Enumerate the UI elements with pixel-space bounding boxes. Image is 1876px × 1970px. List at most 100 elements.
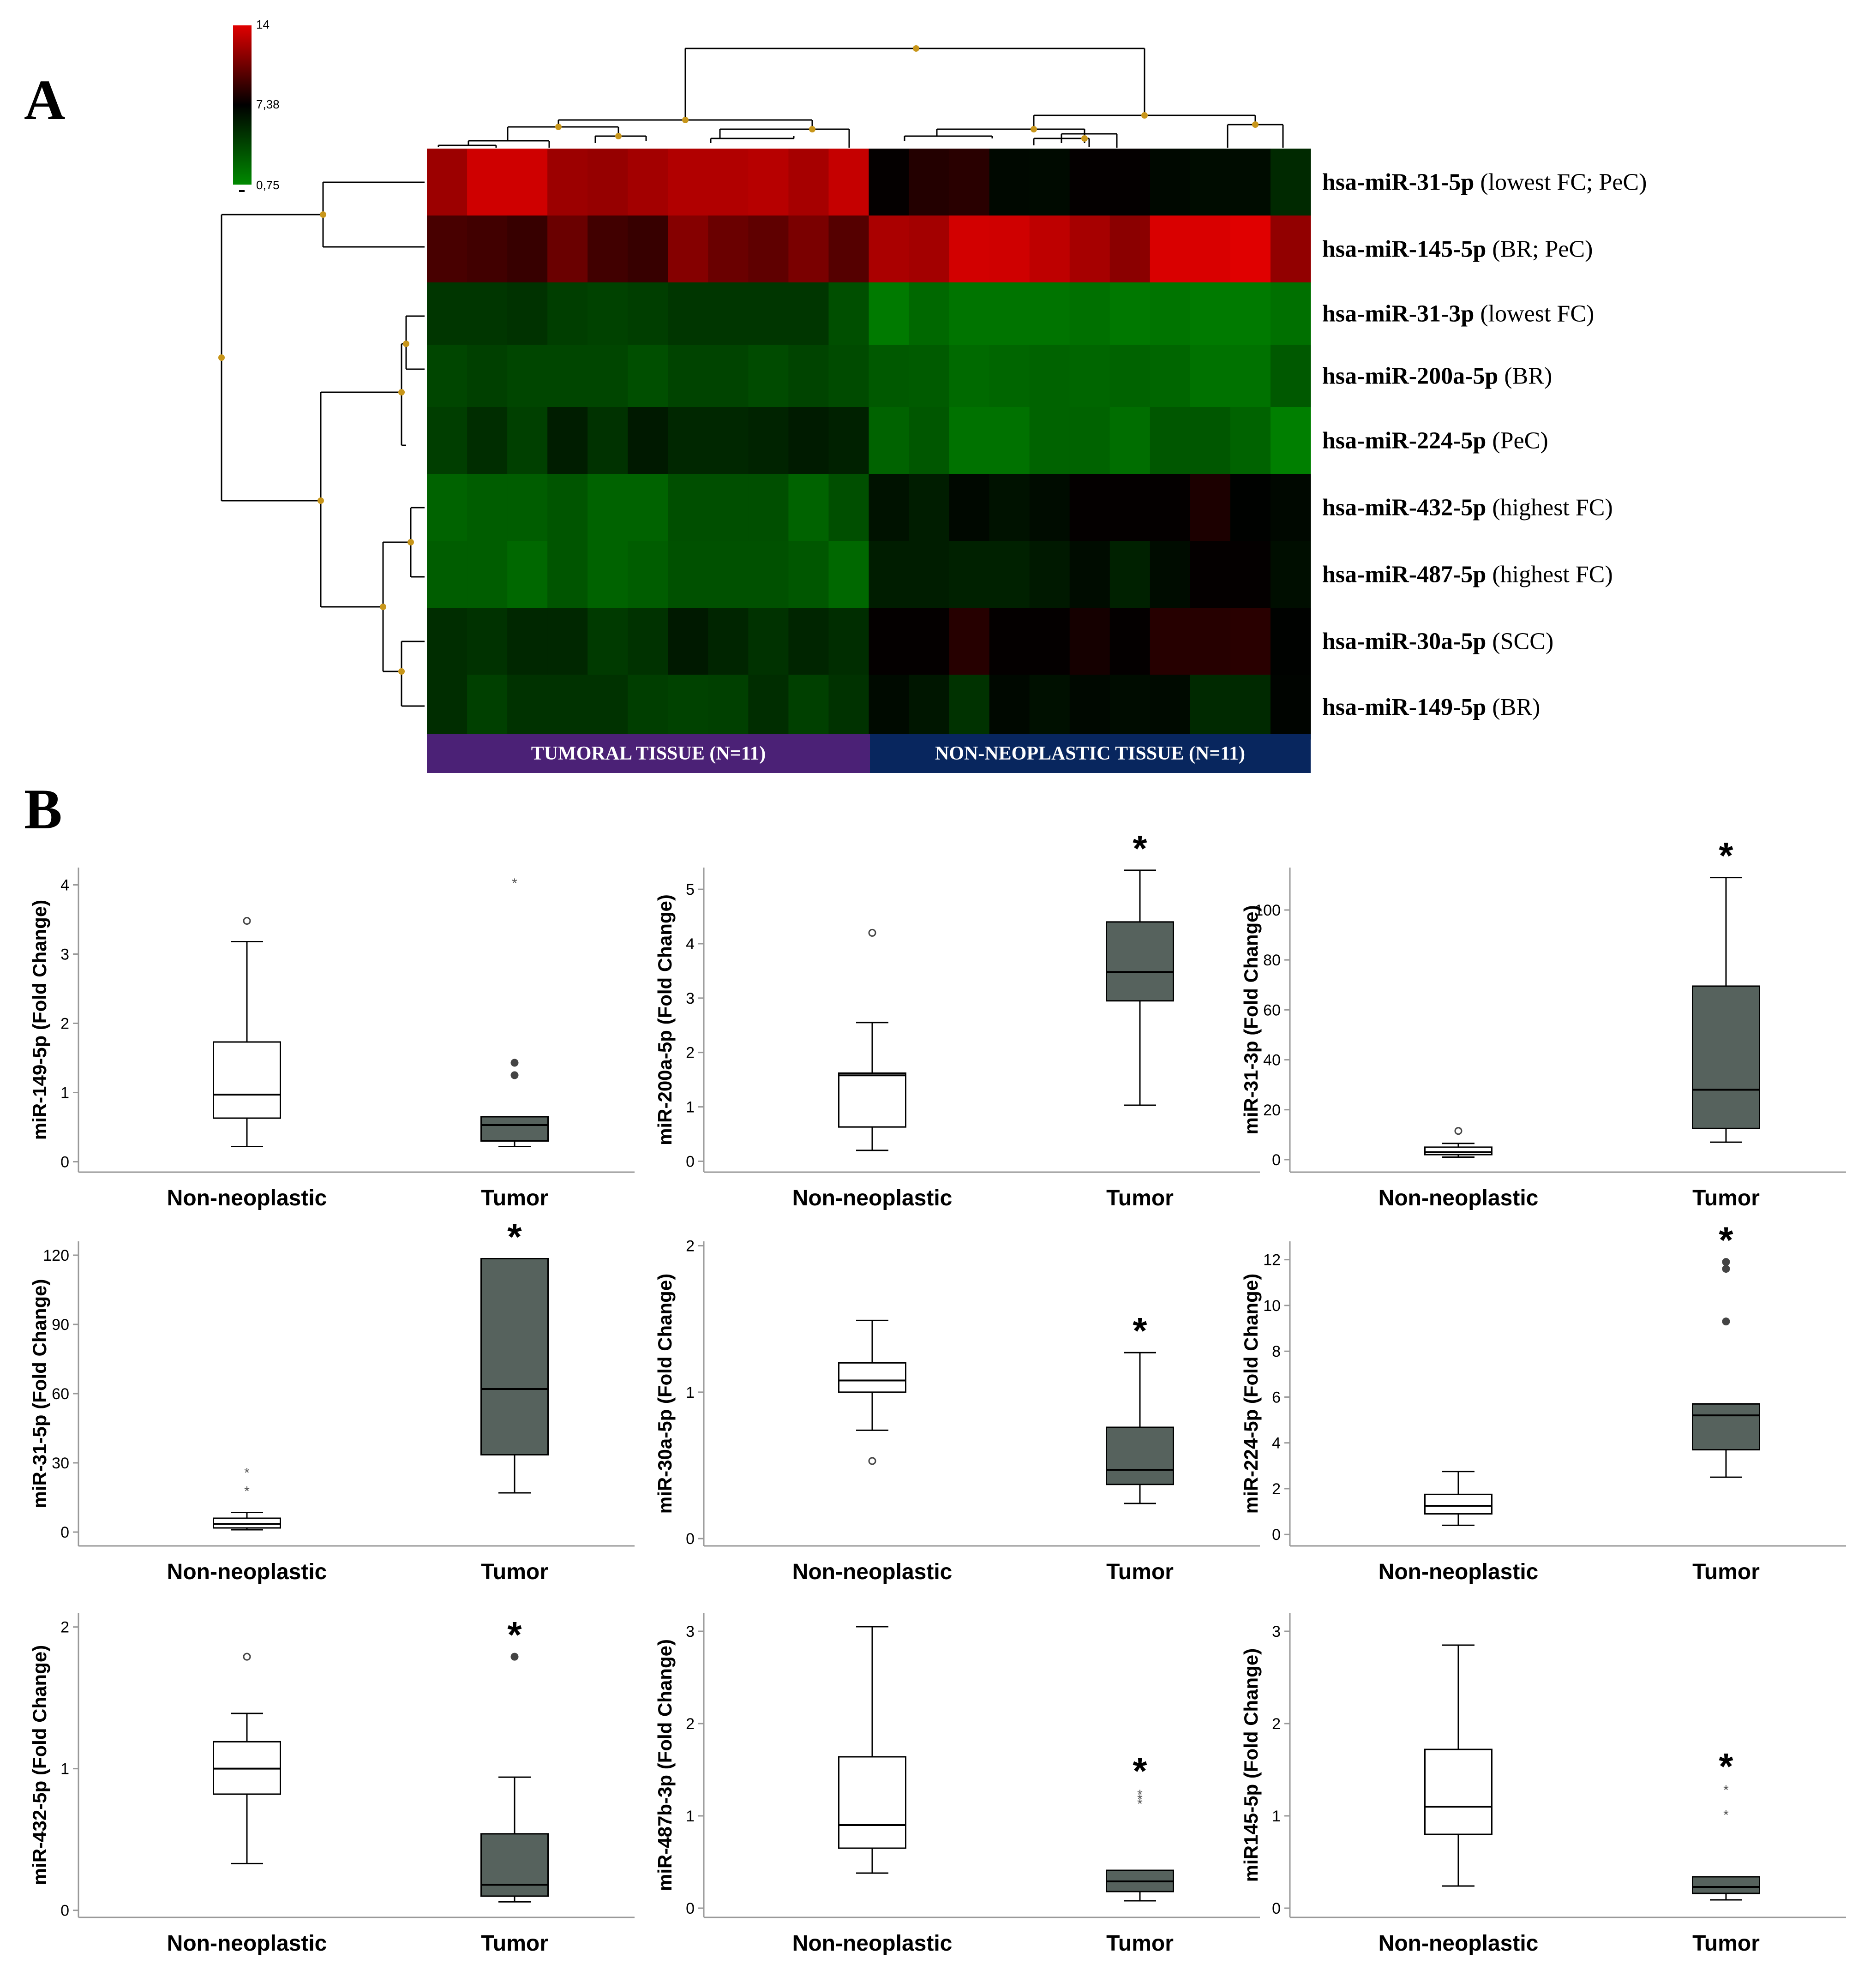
significance-star: * xyxy=(1719,1220,1733,1261)
iqr-box xyxy=(1692,1403,1760,1451)
y-axis-title: miR-31-3p (Fold Change) xyxy=(1240,905,1262,1134)
heatmap-cell xyxy=(708,149,749,216)
row-label-gene: hsa-miR-224-5p xyxy=(1322,428,1486,454)
iqr-box xyxy=(480,1833,549,1897)
heatmap-cell xyxy=(628,608,668,675)
iqr-box xyxy=(213,1041,281,1119)
x-category-label: Non-neoplastic xyxy=(167,1560,327,1584)
heatmap-cell xyxy=(1150,474,1191,541)
heatmap-cell xyxy=(1190,345,1231,407)
heatmap-row-label: hsa-miR-145-5p (BR; PeC) xyxy=(1322,236,1593,263)
y-axis-title: miR-31-5p (Fold Change) xyxy=(29,1279,50,1508)
row-label-note: (highest FC) xyxy=(1486,562,1612,588)
heatmap-cell xyxy=(1069,608,1110,675)
outlier-point xyxy=(868,1457,876,1465)
heatmap-cell xyxy=(909,407,950,474)
extreme-point: * xyxy=(244,1466,250,1481)
heatmap-cell xyxy=(1230,541,1271,608)
row-label-note: (lowest FC; PeC) xyxy=(1474,169,1647,196)
y-tick-label: 2 xyxy=(686,1238,695,1255)
heatmap-cell xyxy=(1109,474,1151,541)
heatmap-cell xyxy=(587,608,628,675)
heatmap-cell xyxy=(628,282,668,345)
extreme-point: * xyxy=(1137,1787,1143,1802)
heatmap-cell xyxy=(427,474,468,541)
dendro-node xyxy=(809,126,815,132)
row-label-gene: hsa-miR-487-5p xyxy=(1322,562,1486,588)
dendro-node xyxy=(1081,135,1088,142)
color-scale-bar xyxy=(233,25,252,185)
y-tick-label: 0 xyxy=(60,1902,69,1920)
row-label-gene: hsa-miR-31-5p xyxy=(1322,169,1474,196)
iqr-box xyxy=(1424,1493,1492,1515)
heatmap-cell xyxy=(1109,407,1151,474)
y-axis-title: miR-487b-3p (Fold Change) xyxy=(654,1639,676,1891)
heatmap-cell xyxy=(1190,216,1231,283)
heatmap-cell xyxy=(1069,407,1110,474)
boxplot-panel: 0 30 60 90 120 miR-31-5p (Fold Change) Non-neo… xyxy=(29,1216,635,1584)
heatmap-cell xyxy=(989,282,1030,345)
dendro-node xyxy=(218,354,225,361)
y-tick-label: 0 xyxy=(1272,1151,1281,1169)
heatmap-row-label: hsa-miR-31-5p (lowest FC; PeC) xyxy=(1322,169,1647,196)
nonneoplastic-group-bar xyxy=(870,734,1311,773)
heatmap-cell xyxy=(507,474,548,541)
iqr-box xyxy=(838,1756,906,1849)
heatmap-cell xyxy=(427,407,468,474)
heatmap-cell xyxy=(507,541,548,608)
heatmap-cell xyxy=(949,474,990,541)
heatmap-cell xyxy=(587,216,628,283)
heatmap-row-label: hsa-miR-224-5p (PeC) xyxy=(1322,428,1548,454)
heatmap-cell xyxy=(1069,149,1110,216)
y-tick-label: 3 xyxy=(686,990,695,1007)
heatmap-cell xyxy=(989,149,1030,216)
heatmap-cell xyxy=(467,407,508,474)
heatmap-cell xyxy=(1029,282,1070,345)
boxplot-panel: 0 1 2 miR-30a-5p (Fold Change) Non-neoplasti… xyxy=(654,1238,1260,1584)
heatmap-cell xyxy=(949,675,990,740)
heatmap-cell xyxy=(1270,345,1311,407)
significance-star: * xyxy=(507,1216,522,1257)
y-tick-label: 0 xyxy=(60,1524,69,1541)
heatmap-cell xyxy=(1270,608,1311,675)
y-tick-label: 1 xyxy=(686,1808,695,1825)
y-axis-title: miR-432-5p (Fold Change) xyxy=(29,1645,50,1885)
heatmap-cell xyxy=(748,345,789,407)
heatmap-cell xyxy=(547,675,588,740)
heatmap-cell xyxy=(628,474,668,541)
outlier-point xyxy=(510,1653,519,1661)
heatmap-cell xyxy=(828,675,869,740)
y-tick-label: 2 xyxy=(686,1715,695,1733)
outlier-point xyxy=(243,1653,251,1661)
heatmap-cell xyxy=(788,216,829,283)
y-tick-label: 1 xyxy=(686,1099,695,1116)
heatmap-cell xyxy=(828,216,869,283)
boxplot-panel: 0 1 2 3 4 5 miR-200a-5p (Fold Change) Non-neopl… xyxy=(654,828,1260,1210)
y-tick-label: 0 xyxy=(1272,1900,1281,1917)
heatmap-cell xyxy=(909,282,950,345)
heatmap-cell xyxy=(1230,282,1271,345)
significance-star: * xyxy=(1133,828,1147,869)
heatmap-cell xyxy=(1150,149,1191,216)
dendro-node xyxy=(408,539,414,545)
dendro-node xyxy=(318,497,324,504)
heatmap-cell xyxy=(587,474,628,541)
heatmap-cell xyxy=(1150,345,1191,407)
heatmap-cell xyxy=(1230,216,1271,283)
heatmap-cell xyxy=(668,608,708,675)
y-tick-label: 6 xyxy=(1272,1389,1281,1406)
heatmap-cell xyxy=(1190,608,1231,675)
y-tick-label: 4 xyxy=(686,935,695,953)
heatmap-row-label: hsa-miR-31-3p (lowest FC) xyxy=(1322,301,1594,327)
heatmap-cell xyxy=(949,541,990,608)
y-tick-label: 2 xyxy=(686,1044,695,1062)
x-category-label: Tumor xyxy=(481,1560,548,1584)
row-label-note: (PeC) xyxy=(1486,428,1548,454)
heatmap-cell xyxy=(949,149,990,216)
y-tick-label: 90 xyxy=(52,1316,69,1334)
heatmap-cell xyxy=(828,282,869,345)
significance-star: * xyxy=(1133,1310,1147,1351)
heatmap-cell xyxy=(708,608,749,675)
heatmap-cell xyxy=(828,541,869,608)
